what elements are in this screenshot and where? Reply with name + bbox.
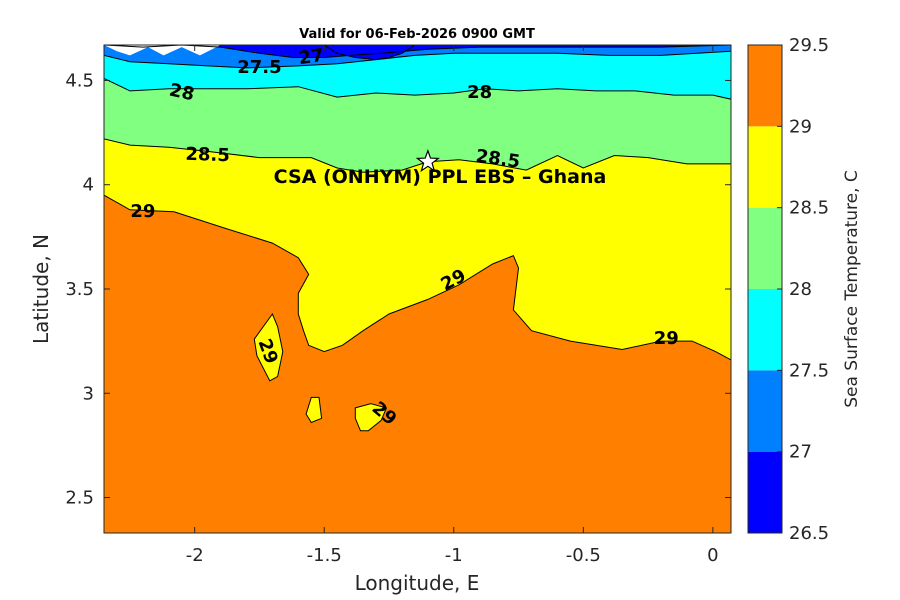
axis-ticks: -2 -1.5 -1 -0.5 0 2.5 3 3.5 4 4.5 [65, 45, 731, 566]
y-axis-label: Latitude, N [29, 234, 53, 344]
x-tick-label: -1 [445, 545, 463, 566]
contour-line-28 [104, 77, 731, 100]
y-tick-label: 3 [83, 383, 94, 404]
colorbar-tick-label: 27.5 [789, 360, 829, 381]
region-28.5-1 [253, 312, 284, 382]
y-tick-label: 4 [83, 175, 94, 196]
colorbar-swatch [748, 370, 782, 452]
region-28.5-3 [354, 403, 388, 432]
colorbar: 26.5 27 27.5 28 28.5 29 29.5 [747, 35, 829, 544]
band-above-27 [104, 45, 731, 58]
site-label: CSA (ONHYM) PPL EBS – Ghana [274, 166, 607, 188]
colorbar-tick-label: 29 [789, 116, 812, 137]
colorbar-swatch [748, 45, 782, 127]
contour-label: 29 [130, 201, 155, 222]
contour-label: 27 [297, 45, 325, 69]
colorbar-swatch [748, 207, 782, 289]
contour-label: 27.5 [237, 57, 281, 78]
colorbar-label: Sea Surface Temperature, C [842, 170, 862, 408]
x-tick-label: -2 [186, 545, 204, 566]
contour-label: 28 [467, 82, 492, 103]
contour-label: 29 [654, 328, 679, 349]
colorbar-tick-label: 28 [789, 279, 812, 300]
x-axis-label: Longitude, E [355, 571, 480, 595]
region-29-0 [104, 194, 731, 533]
x-tick-label: 0 [707, 545, 718, 566]
x-tick-label: -0.5 [566, 545, 601, 566]
colorbar-tick-label: 27 [789, 442, 812, 463]
y-tick-label: 2.5 [65, 488, 94, 509]
colorbar-tick-label: 28.5 [789, 198, 829, 219]
y-tick-label: 4.5 [65, 70, 94, 91]
region-28.5-2 [305, 396, 323, 424]
no-data-region [104, 45, 221, 56]
plot-area [104, 45, 731, 533]
colorbar-swatch [748, 451, 782, 533]
colorbar-tick-label: 26.5 [789, 523, 829, 544]
x-tick-label: -1.5 [307, 545, 342, 566]
colorbar-swatch [748, 126, 782, 208]
y-tick-label: 3.5 [65, 279, 94, 300]
contour-line-26.5 [323, 45, 416, 61]
colorbar-swatch [748, 289, 782, 371]
contour-label: 28.5 [185, 144, 230, 167]
colorbar-tick-label: 29.5 [789, 35, 829, 56]
site-marker: CSA (ONHYM) PPL EBS – Ghana [274, 149, 607, 188]
chart-title: Valid for 06-Feb-2026 0900 GMT [299, 27, 535, 42]
contour-label: 28 [167, 80, 196, 106]
site-star-icon [415, 149, 440, 173]
